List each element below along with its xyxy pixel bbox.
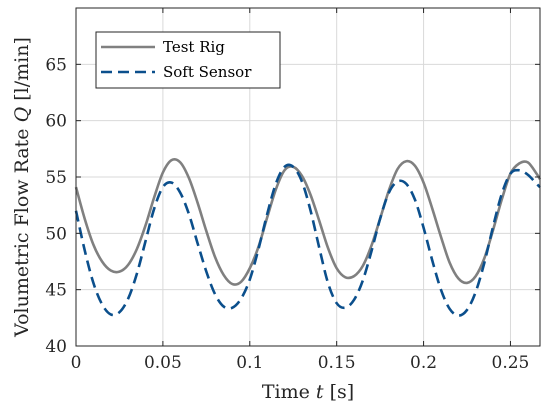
x-tick-label: 0.25	[492, 353, 530, 373]
grid	[76, 8, 540, 346]
series-line-test-rig	[74, 157, 542, 286]
x-tick-label: 0.15	[318, 353, 356, 373]
y-tick-label: 55	[45, 168, 67, 188]
y-tick-label: 65	[45, 55, 67, 75]
x-tick-label: 0.05	[144, 353, 182, 373]
plot-area	[74, 157, 542, 317]
legend-label-test-rig: Test Rig	[163, 38, 225, 56]
y-tick-label: 60	[45, 112, 67, 132]
x-axis-ticks: 0 0.05 0.1 0.15 0.2 0.25	[71, 8, 530, 373]
x-tick-label: 0.2	[410, 353, 437, 373]
y-tick-label: 50	[45, 224, 67, 244]
series-line-soft-sensor	[74, 163, 541, 317]
legend-box	[95, 31, 281, 89]
y-axis-label: Volumetric Flow Rate Q [l/min]	[11, 37, 33, 338]
y-tick-label: 40	[45, 337, 67, 357]
x-axis-label: Time t [s]	[262, 381, 354, 403]
x-tick-label: 0.1	[236, 353, 263, 373]
legend-label-soft-sensor: Soft Sensor	[163, 63, 252, 81]
y-tick-label: 45	[45, 281, 67, 301]
y-axis-ticks: 40 45 50 55 60 65	[45, 55, 540, 357]
legend: Test Rig Soft Sensor	[95, 31, 281, 89]
x-tick-label: 0	[71, 353, 82, 373]
